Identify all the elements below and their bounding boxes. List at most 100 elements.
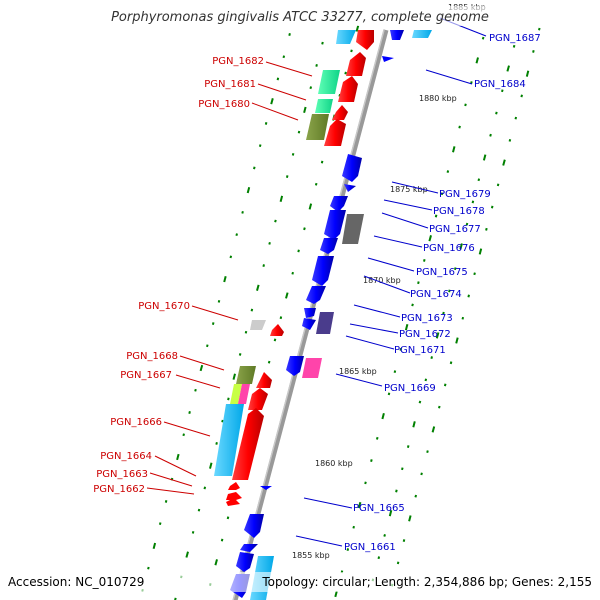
forward-gene-arrow[interactable] <box>256 372 272 388</box>
summary-text: Topology: circular; Length: 2,354,886 bp… <box>261 575 592 589</box>
gene-label-left[interactable]: PGN_1680 <box>198 99 250 110</box>
forward-gene-arrow[interactable] <box>232 408 264 480</box>
cyan-gene-block[interactable] <box>336 30 356 44</box>
reverse-gene-arrow[interactable] <box>260 486 272 490</box>
tick-mark <box>426 450 429 454</box>
reverse-gene-arrow[interactable] <box>324 210 346 240</box>
tick-mark <box>418 400 422 404</box>
tick-mark <box>495 111 498 115</box>
mint-gene-block[interactable] <box>318 70 340 94</box>
reverse-gene-arrow[interactable] <box>306 286 326 304</box>
silver-gene-block[interactable] <box>250 320 266 330</box>
gene-label-right[interactable]: PGN_1661 <box>344 542 396 553</box>
tick-mark <box>250 308 254 312</box>
tick-mark <box>211 322 215 325</box>
tick-mark <box>434 214 438 218</box>
reverse-gene-arrow[interactable] <box>312 256 334 286</box>
gene-label-left[interactable]: PGN_1682 <box>212 56 264 67</box>
reverse-gene-arrow[interactable] <box>344 184 356 192</box>
tick-mark <box>473 272 476 276</box>
reverse-gene-arrow[interactable] <box>302 318 316 330</box>
pink-gene-block[interactable] <box>238 384 250 404</box>
reverse-gene-arrow[interactable] <box>286 356 304 376</box>
gene-label-left[interactable]: PGN_1663 <box>96 469 148 480</box>
reverse-gene-arrow[interactable] <box>390 30 404 40</box>
gene-label-left[interactable]: PGN_1670 <box>138 301 190 312</box>
gene-label-right[interactable]: PGN_1675 <box>416 267 468 278</box>
tick-mark <box>414 494 418 498</box>
reverse-gene-arrow[interactable] <box>330 196 348 212</box>
gene-label-right[interactable]: PGN_1674 <box>410 289 462 300</box>
reverse-gene-arrow[interactable] <box>304 308 316 318</box>
tick-mark <box>501 89 504 93</box>
tick-mark <box>399 347 403 351</box>
forward-gene-arrow[interactable] <box>226 492 242 500</box>
forward-gene-arrow[interactable] <box>324 119 346 146</box>
kbp-tick-label: 1855 kbp <box>292 551 330 560</box>
slate-gene-block[interactable] <box>316 312 334 334</box>
gene-label-left[interactable]: PGN_1681 <box>204 79 256 90</box>
map-title: Porphyromonas gingivalis ATCC 33277, com… <box>111 10 489 25</box>
tick-mark <box>481 36 485 40</box>
reverse-gene-arrow[interactable] <box>342 154 362 182</box>
gene-label-left[interactable]: PGN_1667 <box>120 370 172 381</box>
gene-label-right[interactable]: PGN_1676 <box>423 243 475 254</box>
tick-mark <box>357 501 362 509</box>
kbp-tick-label: 1875 kbp <box>390 185 428 194</box>
forward-gene-arrow[interactable] <box>270 324 284 336</box>
tick-mark <box>532 50 535 53</box>
reverse-gene-arrow[interactable] <box>244 514 264 538</box>
gene-label-right[interactable]: PGN_1687 <box>489 33 541 44</box>
gene-label-right[interactable]: PGN_1677 <box>429 224 481 235</box>
olive-gene-block[interactable] <box>236 366 256 384</box>
forward-gene-arrow[interactable] <box>356 30 374 50</box>
tick-mark <box>455 337 459 344</box>
cyan-gene-block[interactable] <box>412 30 432 38</box>
forward-gene-arrow[interactable] <box>226 498 240 506</box>
forward-gene-arrow[interactable] <box>338 76 358 102</box>
tick-mark <box>512 44 516 48</box>
tick-mark <box>514 116 518 120</box>
tick-mark <box>471 200 475 204</box>
gray-gene-block[interactable] <box>342 214 364 244</box>
tick-mark <box>393 370 397 374</box>
tick-mark <box>344 71 347 75</box>
gene-label-left[interactable]: PGN_1664 <box>100 451 152 462</box>
tick-mark <box>220 538 224 542</box>
gene-label-right[interactable]: PGN_1679 <box>439 189 491 200</box>
tick-mark <box>383 534 386 537</box>
gene-label-left[interactable]: PGN_1662 <box>93 484 145 495</box>
cyan-gene-block[interactable] <box>214 404 244 476</box>
gene-label-right[interactable]: PGN_1684 <box>474 79 526 90</box>
olive-gene-block[interactable] <box>306 114 329 140</box>
gene-label-right[interactable]: PGN_1671 <box>394 345 446 356</box>
gene-label-left[interactable]: PGN_1666 <box>110 417 162 428</box>
gene-label-right[interactable]: PGN_1678 <box>433 206 485 217</box>
tick-mark <box>185 551 189 558</box>
tick-mark <box>375 436 379 440</box>
gene-label-left[interactable]: PGN_1668 <box>126 351 178 362</box>
forward-gene-arrow[interactable] <box>346 52 366 76</box>
gene-label-right[interactable]: PGN_1665 <box>353 503 405 514</box>
forward-gene-arrow[interactable] <box>248 388 268 410</box>
tick-mark <box>446 170 450 173</box>
reverse-gene-arrow[interactable] <box>382 56 394 62</box>
left-leader-lines <box>146 61 313 495</box>
tick-mark <box>253 166 256 170</box>
tick-mark <box>520 94 523 98</box>
tick-mark <box>370 459 373 462</box>
tick-tracks <box>141 25 541 600</box>
reverse-gene-arrow[interactable] <box>236 552 254 572</box>
reverse-gene-arrow[interactable] <box>320 238 338 254</box>
forward-gene-arrow[interactable] <box>332 105 348 120</box>
forward-gene-arrow[interactable] <box>228 482 240 490</box>
tick-mark <box>408 515 412 522</box>
footer-backdrop <box>0 572 600 592</box>
gene-label-right[interactable]: PGN_1673 <box>401 313 453 324</box>
pink-gene-block[interactable] <box>302 358 322 378</box>
reverse-gene-arrow[interactable] <box>240 544 258 552</box>
mint-gene-block[interactable] <box>315 99 333 113</box>
tick-mark <box>303 227 306 231</box>
gene-label-right[interactable]: PGN_1672 <box>399 329 451 340</box>
gene-label-right[interactable]: PGN_1669 <box>384 383 436 394</box>
